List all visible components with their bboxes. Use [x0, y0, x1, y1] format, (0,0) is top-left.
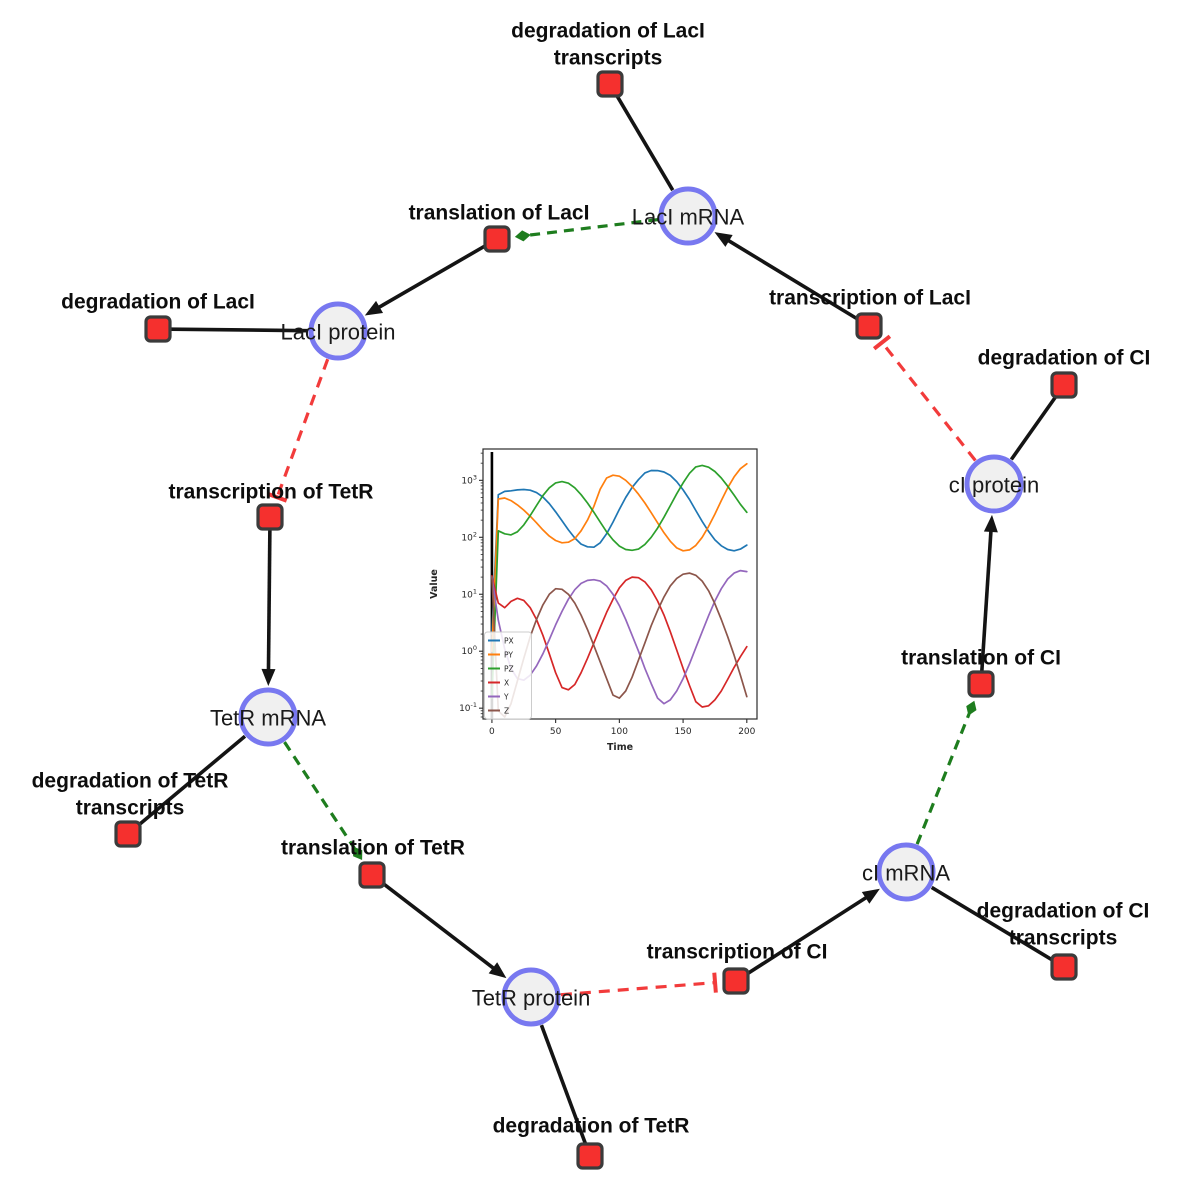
edge-lacI_mRNA-transl_lacI — [514, 217, 659, 242]
reaction-node-txn_cI[interactable] — [722, 967, 750, 995]
reaction-label-transl_cI: translation of CI — [901, 647, 1061, 670]
species-label-lacI_protein: LacI protein — [281, 320, 396, 345]
chart-series-PX — [491, 469, 748, 635]
legend-label-PX: PX — [504, 636, 514, 645]
arrowhead-icon — [261, 668, 276, 687]
legend-label-PZ: PZ — [504, 664, 514, 673]
reaction-label-deg_cI_tx: transcripts — [1009, 927, 1118, 950]
edge-tetR_protein-deg_tetR — [539, 1024, 588, 1145]
inhibition-tbar-icon — [267, 491, 288, 503]
reaction-label-deg_cI: degradation of CI — [978, 347, 1151, 370]
arrowhead-icon — [983, 514, 998, 533]
species-label-tetR_protein: TetR protein — [472, 986, 591, 1011]
legend-label-Y: Y — [503, 692, 509, 701]
reaction-node-deg_cI_tx[interactable] — [1050, 953, 1078, 981]
edge-tetR_mRNA-transl_tetR — [283, 741, 363, 860]
edge-lacI_mRNA-deg_lacI_tx — [615, 94, 675, 192]
reaction-node-transl_cI[interactable] — [967, 670, 995, 698]
edge-cI_protein-txn_lacI — [872, 334, 977, 462]
species-node-tetR_protein[interactable] — [501, 967, 561, 1027]
modifier-diamond-icon — [966, 700, 977, 716]
reaction-label-deg_tetR_tx: degradation of TetR — [32, 770, 229, 793]
modifier-diamond-icon — [514, 230, 531, 242]
species-node-tetR_mRNA[interactable] — [238, 687, 298, 747]
legend-label-Z: Z — [504, 706, 509, 715]
edge-txn_cI-cI_mRNA — [735, 888, 880, 983]
reaction-label-txn_lacI: transcription of LacI — [769, 287, 971, 310]
reaction-node-deg_tetR[interactable] — [576, 1142, 604, 1170]
edge-tetR_mRNA-deg_tetR_tx — [136, 734, 247, 828]
x-tick-label: 200 — [738, 727, 755, 737]
legend-label-X: X — [504, 678, 509, 687]
reaction-node-deg_lacI_tx[interactable] — [596, 70, 624, 98]
label-layer: degradation of LacI transcripts translatio… — [32, 20, 1151, 1138]
reaction-label-deg_cI_tx: degradation of CI — [977, 900, 1150, 923]
chart-series-PY — [491, 462, 748, 653]
species-label-lacI_mRNA: LacI mRNA — [632, 205, 745, 230]
reaction-label-deg_tetR: degradation of TetR — [493, 1115, 690, 1138]
x-tick-label: 100 — [611, 727, 628, 737]
reaction-label-txn_tetR: transcription of TetR — [169, 481, 374, 504]
edge-txn_tetR-tetR_mRNA — [261, 516, 276, 687]
edge-lacI_protein-deg_lacI — [170, 327, 309, 333]
edge-tetR_protein-txn_cI — [560, 972, 718, 997]
edge-cI_mRNA-transl_cI — [915, 700, 977, 845]
modifier-diamond-icon — [353, 846, 363, 860]
reaction-node-deg_lacI[interactable] — [144, 315, 172, 343]
species-node-cI_mRNA[interactable] — [876, 842, 936, 902]
reaction-node-transl_lacI[interactable] — [483, 225, 511, 253]
edge-cI_mRNA-deg_cI_tx — [930, 885, 1054, 962]
reaction-node-txn_tetR[interactable] — [256, 503, 284, 531]
reaction-node-deg_cI[interactable] — [1050, 371, 1078, 399]
x-tick-label: 0 — [489, 727, 495, 737]
chart-y-axis-label: Value — [429, 569, 440, 599]
edge-layer — [136, 94, 1058, 1145]
chart-series-PZ — [491, 464, 748, 699]
edge-transl_cI-cI_protein — [979, 514, 998, 685]
reaction-node-txn_lacI[interactable] — [855, 312, 883, 340]
legend-label-PY: PY — [504, 650, 513, 659]
reaction-label-deg_tetR_tx: transcripts — [76, 797, 185, 820]
reaction-label-transl_lacI: translation of LacI — [409, 202, 590, 225]
arrowhead-icon — [714, 232, 733, 247]
x-tick-label: 150 — [674, 727, 691, 737]
arrowhead-icon — [364, 300, 384, 316]
species-node-lacI_protein[interactable] — [308, 301, 368, 361]
chart-x-axis-label: Time — [607, 742, 633, 753]
chart-series-Z — [491, 572, 748, 718]
reaction-label-deg_lacI_tx: degradation of LacI — [511, 20, 705, 43]
species-node-lacI_mRNA[interactable] — [658, 186, 718, 246]
inhibition-tbar-icon — [872, 334, 892, 351]
species-label-tetR_mRNA: TetR mRNA — [210, 706, 326, 731]
chart-series-Y — [491, 569, 748, 705]
chart-legend: PX PY PZ XYZ — [484, 631, 532, 720]
edge-cI_protein-deg_cI — [1009, 394, 1058, 461]
inset-chart: 0 50 100 150 20010-1100101102103TimeValuePXP… — [425, 440, 770, 765]
x-tick-label: 50 — [550, 727, 562, 737]
arrowhead-icon — [861, 888, 880, 904]
chart-series-X — [491, 575, 748, 708]
reaction-node-transl_tetR[interactable] — [358, 861, 386, 889]
edge-lacI_protein-txn_tetR — [267, 358, 330, 503]
species-node-cI_protein[interactable] — [964, 454, 1024, 514]
node-layer — [114, 70, 1078, 1170]
species-label-cI_mRNA: cI mRNA — [862, 861, 950, 886]
reaction-node-deg_tetR_tx[interactable] — [114, 820, 142, 848]
arrowhead-icon — [488, 962, 507, 979]
inhibition-tbar-icon — [712, 972, 718, 993]
reaction-label-txn_cI: transcription of CI — [647, 941, 828, 964]
edge-txn_lacI-lacI_mRNA — [714, 232, 870, 328]
edge-transl_lacI-lacI_protein — [364, 237, 498, 316]
reaction-label-deg_lacI: degradation of LacI — [61, 291, 255, 314]
reaction-label-transl_tetR: translation of TetR — [281, 837, 465, 860]
edge-transl_tetR-tetR_protein — [370, 873, 507, 979]
species-label-cI_protein: cI protein — [949, 473, 1040, 498]
reaction-label-deg_lacI_tx: transcripts — [554, 47, 663, 70]
